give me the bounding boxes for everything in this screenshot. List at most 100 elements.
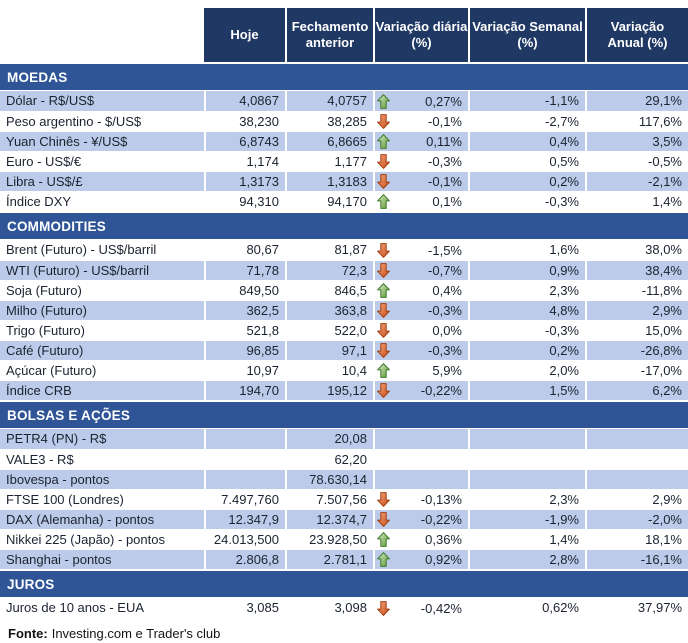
variacao-diaria-cell: 0,4%	[373, 281, 468, 300]
down-arrow-icon	[377, 303, 390, 318]
table-row: Nikkei 225 (Japão) - pontos 24.013,500 2…	[0, 529, 688, 549]
hoje-value: 38,230	[204, 112, 285, 131]
fechamento-value: 12.374,7	[285, 510, 373, 529]
variacao-anual-value: -16,1%	[585, 550, 688, 569]
instrument-label: Peso argentino - $/US$	[6, 114, 142, 129]
hoje-value: 849,50	[204, 281, 285, 300]
variacao-diaria-value: -0,7%	[428, 263, 462, 278]
instrument-label: PETR4 (PN) - R$	[0, 429, 204, 449]
hoje-value: 6,8743	[204, 132, 285, 151]
instrument-label: Shanghai - pontos	[0, 550, 204, 569]
variacao-anual-value	[585, 429, 688, 449]
instrument-label: Brent (Futuro) - US$/barril	[6, 242, 157, 257]
section-title: MOEDAS	[7, 69, 68, 85]
variacao-semanal-value: 0,2%	[468, 341, 585, 360]
instrument-label: Yuan Chinês - ¥/US$	[0, 132, 204, 151]
variacao-diaria-cell	[373, 429, 468, 449]
variacao-diaria-value: 0,36%	[425, 532, 462, 547]
fechamento-value: 78.630,14	[285, 470, 373, 489]
trend-arrow-icon	[377, 432, 390, 447]
fechamento-value: 3,098	[285, 598, 373, 618]
variacao-diaria-value: -0,22%	[420, 512, 462, 527]
variacao-anual-value: -26,8%	[585, 341, 688, 360]
variacao-semanal-value: 0,62%	[468, 598, 585, 618]
hoje-value: 3,085	[204, 598, 285, 618]
variacao-diaria-value: 0,0%	[432, 323, 462, 338]
down-arrow-icon	[377, 600, 390, 616]
variacao-diaria-cell: -0,1%	[373, 172, 468, 191]
fechamento-value: 38,285	[285, 112, 373, 131]
up-arrow-icon	[377, 552, 390, 567]
table-column-header-row: Hoje Fechamento anterior Variação diária…	[204, 8, 688, 62]
instrument-label: Trigo (Futuro)	[6, 323, 85, 338]
column-header-hoje: Hoje	[230, 27, 259, 43]
variacao-diaria-value: 0,1%	[432, 194, 462, 209]
variacao-diaria-value: 5,9%	[432, 363, 462, 378]
variacao-semanal-value	[468, 470, 585, 489]
hoje-value: 521,8	[204, 321, 285, 340]
table-row: WTI (Futuro) - US$/barril 71,78 72,3 -0,…	[0, 260, 688, 280]
trend-arrow-icon	[377, 472, 390, 487]
fechamento-value: 10,4	[285, 361, 373, 380]
variacao-diaria-cell: -0,3%	[373, 152, 468, 171]
table-row: Café (Futuro) 96,85 97,1 -0,3% 0,2% -26,…	[0, 340, 688, 360]
variacao-diaria-cell	[373, 470, 468, 489]
section-rows: Brent (Futuro) - US$/barril 80,67 81,87 …	[0, 240, 688, 400]
table-row: PETR4 (PN) - R$ 20,08	[0, 429, 688, 449]
instrument-label: Índice CRB	[0, 381, 204, 400]
table-section: BOLSAS E AÇÕES PETR4 (PN) - R$ 20,08 VAL…	[0, 402, 688, 569]
hoje-value	[204, 429, 285, 449]
up-arrow-icon	[377, 194, 390, 209]
table-row: FTSE 100 (Londres) 7.497,760 7.507,56 -0…	[0, 489, 688, 509]
variacao-diaria-cell: -0,22%	[373, 381, 468, 400]
variacao-diaria-value: 0,11%	[426, 134, 462, 149]
column-header-variacao-anual: Variação Anual (%)	[585, 8, 688, 62]
source-note-label: Fonte:	[8, 626, 48, 641]
variacao-diaria-cell: 0,0%	[373, 321, 468, 340]
section-rows: Dólar - R$/US$ 4,0867 4,0757 0,27% -1,1%…	[0, 91, 688, 211]
variacao-diaria-value: -0,22%	[420, 383, 462, 398]
hoje-value: 24.013,500	[204, 530, 285, 549]
section-header: MOEDAS	[0, 64, 688, 90]
table-row: Trigo (Futuro) 521,8 522,0 0,0% -0,3% 15…	[0, 320, 688, 340]
instrument-label: Soja (Futuro)	[6, 283, 82, 298]
table-body: MOEDAS Dólar - R$/US$ 4,0867 4,0757 0,27…	[0, 64, 688, 618]
fechamento-value: 4,0757	[285, 91, 373, 111]
up-arrow-icon	[377, 93, 390, 109]
down-arrow-icon	[377, 154, 390, 169]
variacao-anual-value: -17,0%	[585, 361, 688, 380]
table-row: Juros de 10 anos - EUA 3,085 3,098 -0,42…	[0, 598, 688, 618]
variacao-semanal-value: 2,3%	[468, 281, 585, 300]
variacao-semanal-value: 1,4%	[468, 530, 585, 549]
up-arrow-icon	[377, 532, 390, 547]
fechamento-value: 6,8665	[285, 132, 373, 151]
down-arrow-icon	[377, 263, 390, 278]
down-arrow-icon	[377, 343, 390, 358]
variacao-diaria-value: -0,13%	[420, 492, 462, 507]
variacao-diaria-cell: 0,36%	[373, 530, 468, 549]
variacao-semanal-value	[468, 450, 585, 469]
section-rows: Juros de 10 anos - EUA 3,085 3,098 -0,42…	[0, 598, 688, 618]
variacao-diaria-value: -1,5%	[428, 242, 462, 258]
table-section: MOEDAS Dólar - R$/US$ 4,0867 4,0757 0,27…	[0, 64, 688, 211]
variacao-semanal-value: 0,4%	[468, 132, 585, 151]
section-title: JUROS	[7, 576, 55, 592]
variacao-diaria-cell: 0,27%	[373, 91, 468, 111]
down-arrow-icon	[377, 383, 390, 398]
table-section: JUROS Juros de 10 anos - EUA 3,085 3,098…	[0, 571, 688, 618]
table-row: Índice DXY 94,310 94,170 0,1% -0,3% 1,4%	[0, 191, 688, 211]
section-rows: PETR4 (PN) - R$ 20,08 VALE3 - R$ 62,20 I…	[0, 429, 688, 569]
table-section: COMMODITIES Brent (Futuro) - US$/barril …	[0, 213, 688, 400]
variacao-diaria-cell: -0,3%	[373, 341, 468, 360]
variacao-anual-value: 29,1%	[585, 91, 688, 111]
variacao-anual-value: -11,8%	[585, 281, 688, 300]
fechamento-value: 195,12	[285, 381, 373, 400]
fechamento-value: 81,87	[285, 240, 373, 260]
table-row: Milho (Futuro) 362,5 363,8 -0,3% 4,8% 2,…	[0, 300, 688, 320]
variacao-anual-value: 6,2%	[585, 381, 688, 400]
fechamento-value: 62,20	[285, 450, 373, 469]
hoje-value: 71,78	[204, 261, 285, 280]
table-row: Açúcar (Futuro) 10,97 10,4 5,9% 2,0% -17…	[0, 360, 688, 380]
variacao-semanal-value: 2,8%	[468, 550, 585, 569]
